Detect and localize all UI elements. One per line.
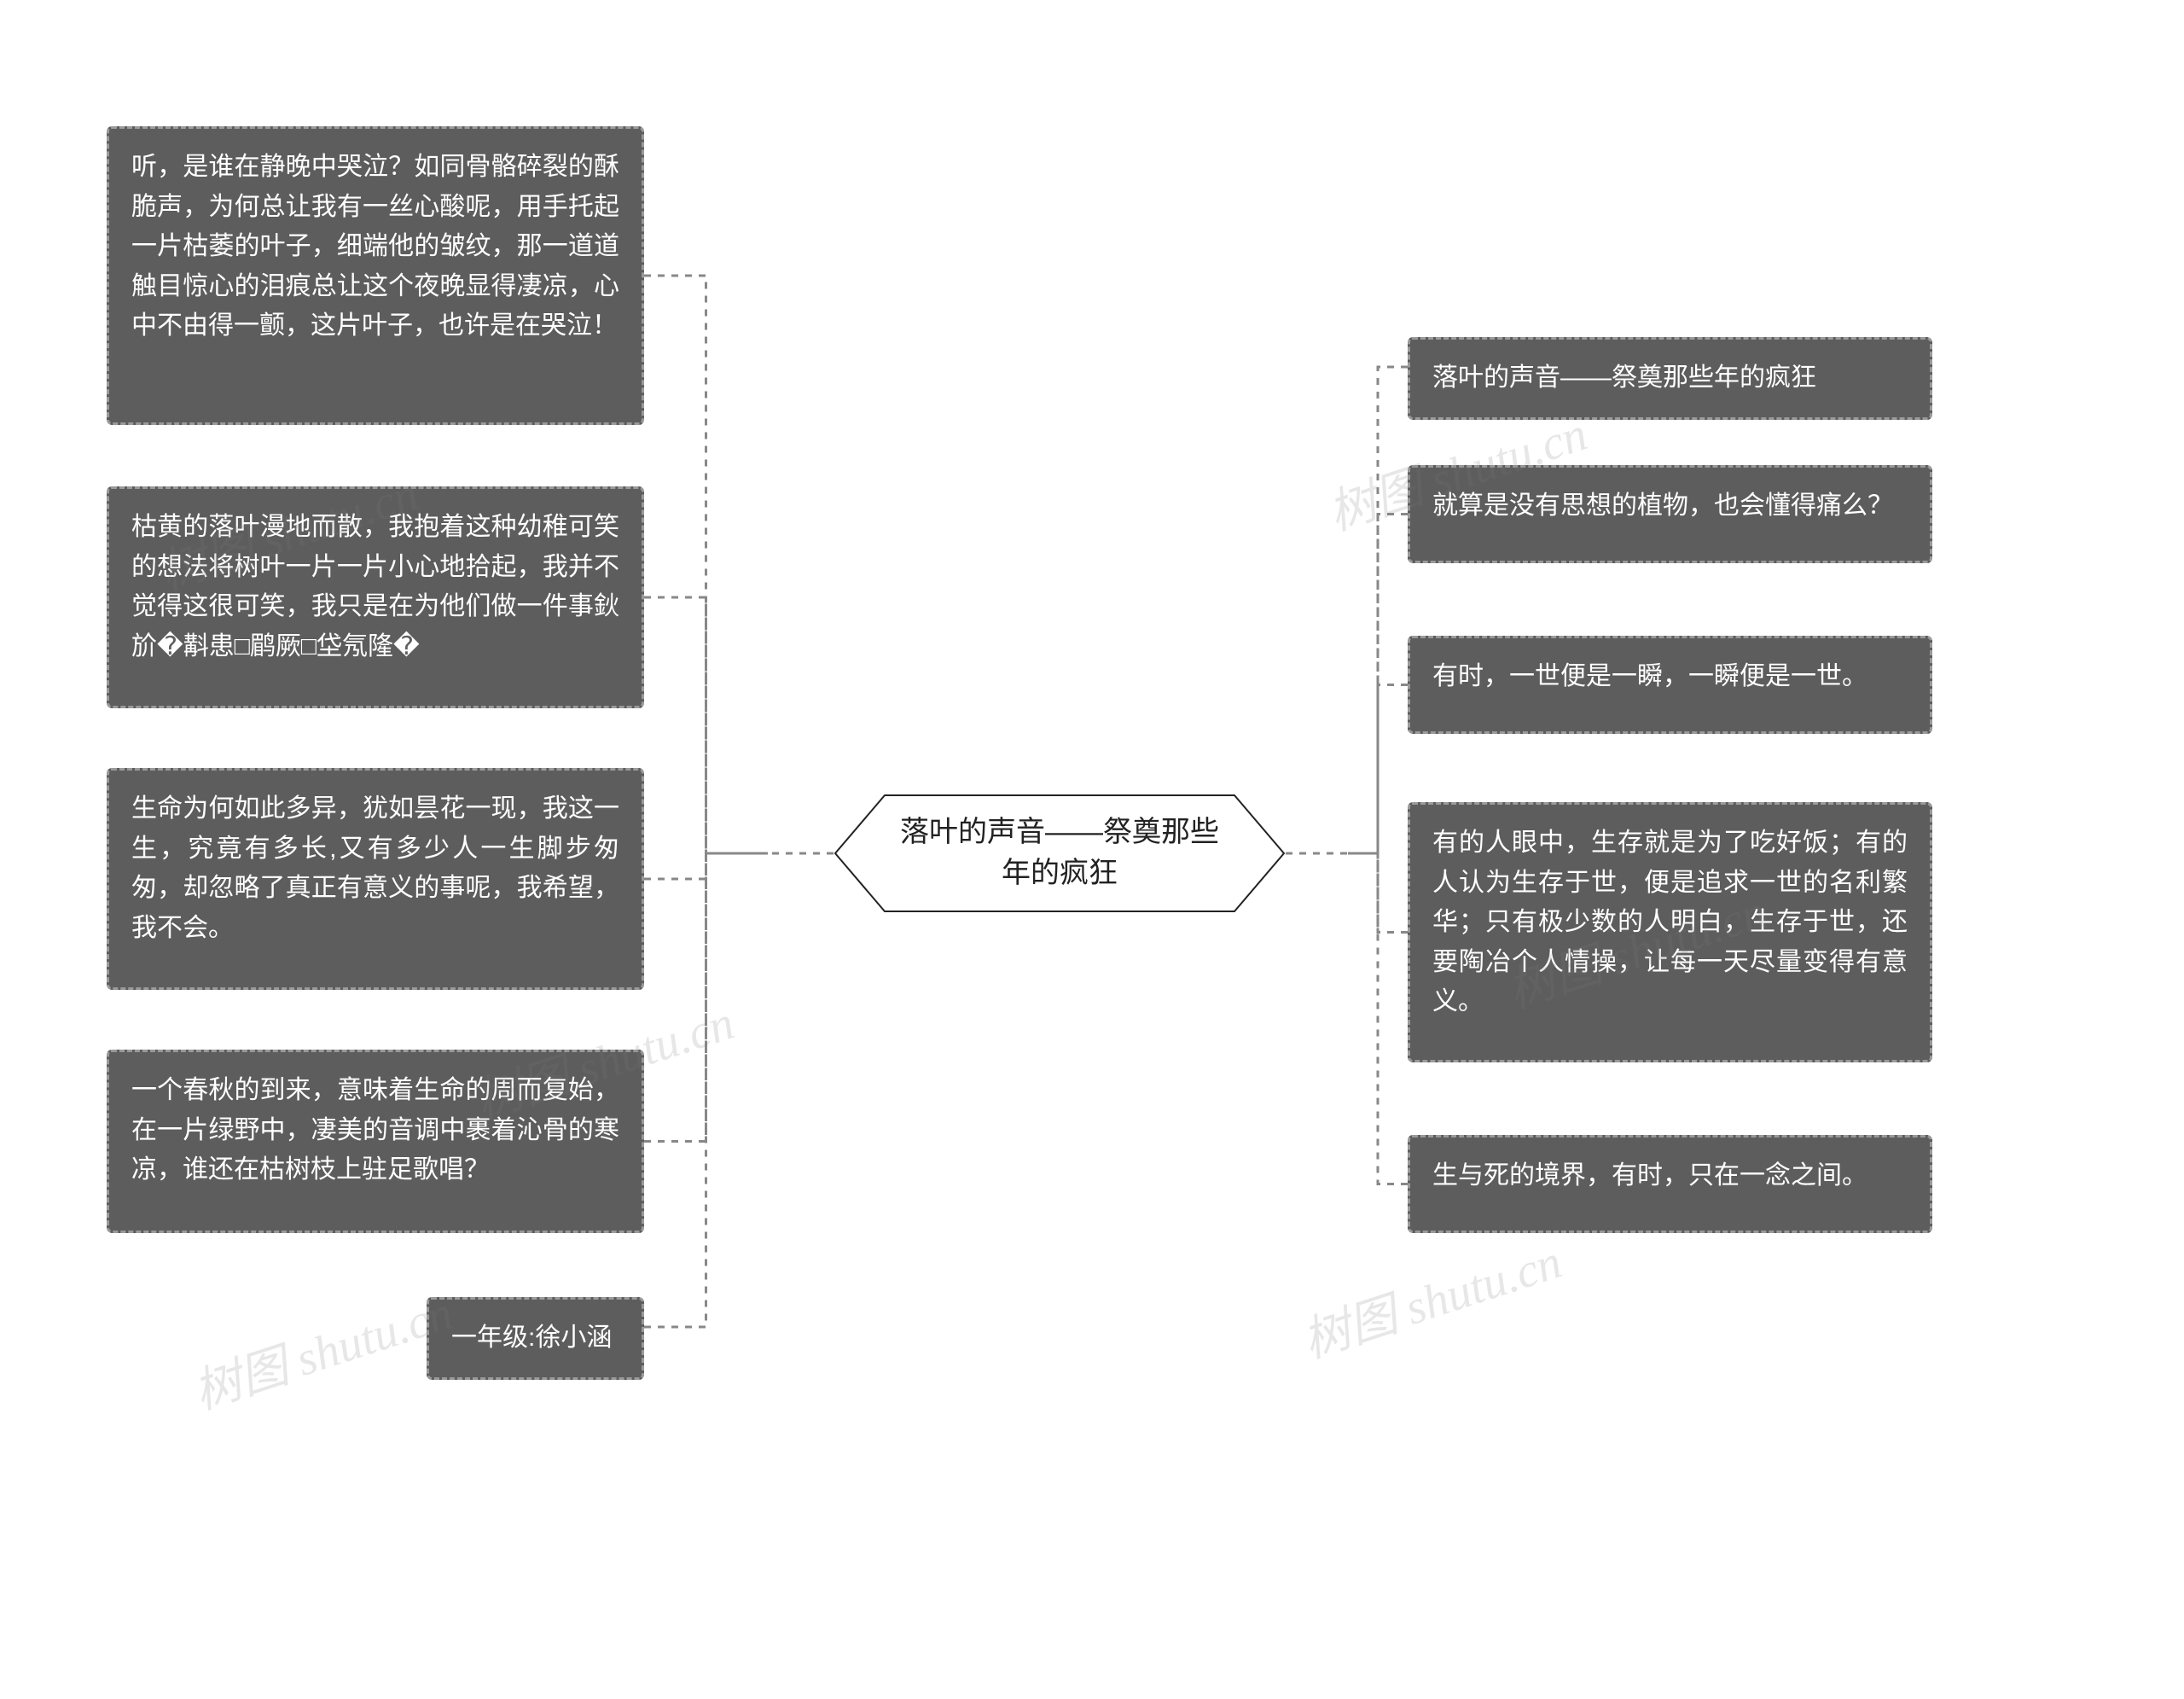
watermark-text: 树图 shutu.cn	[1292, 1223, 1569, 1371]
left-node-1: 听，是谁在静晚中哭泣？如同骨骼碎裂的酥脆声，为何总让我有一丝心酸呢，用手托起一片…	[107, 126, 644, 425]
root-label: 落叶的声音——祭奠那些年的疯狂	[834, 794, 1286, 913]
left-node-2: 枯黄的落叶漫地而散，我抱着这种幼稚可笑的想法将树叶一片一片小心地拾起，我并不觉得…	[107, 486, 644, 708]
right-node-1: 落叶的声音——祭奠那些年的疯狂	[1408, 337, 1932, 420]
left-node-5: 一年级:徐小涵	[427, 1297, 644, 1380]
left-node-4: 一个春秋的到来，意味着生命的周而复始，在一片绿野中，凄美的音调中裹着沁骨的寒凉，…	[107, 1050, 644, 1233]
left-node-3: 生命为何如此多异，犹如昙花一现，我这一生，究竟有多长,又有多少人一生脚步匆匆，却…	[107, 768, 644, 990]
mindmap-canvas: 落叶的声音——祭奠那些年的疯狂 听，是谁在静晚中哭泣？如同骨骼碎裂的酥脆声，为何…	[0, 0, 2184, 1699]
right-node-2: 就算是没有思想的植物，也会懂得痛么？	[1408, 465, 1932, 563]
root-node: 落叶的声音——祭奠那些年的疯狂	[834, 794, 1286, 913]
right-node-3: 有时，一世便是一瞬，一瞬便是一世。	[1408, 636, 1932, 734]
right-node-5: 生与死的境界，有时，只在一念之间。	[1408, 1135, 1932, 1233]
watermark-text: 树图 shutu.cn	[183, 1274, 460, 1423]
right-node-4: 有的人眼中，生存就是为了吃好饭；有的人认为生存于世，便是追求一世的名利繁华；只有…	[1408, 802, 1932, 1062]
